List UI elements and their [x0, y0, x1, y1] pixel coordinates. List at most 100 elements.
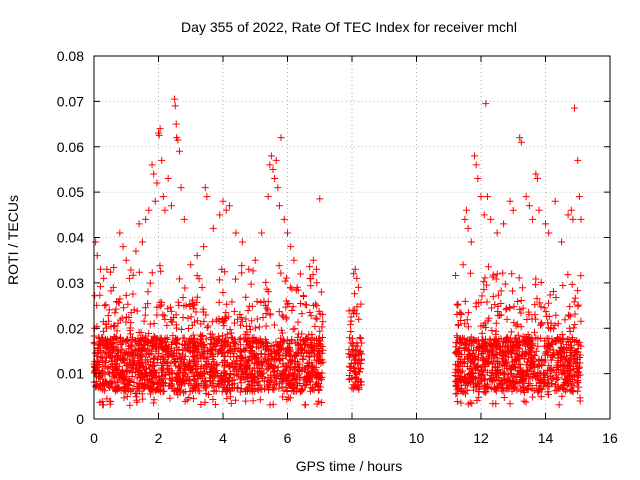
data-point	[270, 369, 278, 377]
data-point	[492, 345, 500, 353]
data-point	[467, 238, 475, 246]
data-point	[285, 394, 293, 402]
data-point	[297, 300, 305, 308]
data-point	[546, 367, 554, 375]
data-point	[455, 369, 463, 377]
data-point	[459, 367, 467, 375]
data-point	[485, 351, 493, 359]
data-point	[177, 355, 185, 363]
data-point	[135, 380, 143, 388]
data-point	[211, 400, 219, 408]
data-point	[238, 262, 246, 270]
data-point	[565, 312, 573, 320]
data-point	[135, 220, 143, 228]
data-point	[347, 363, 355, 371]
data-point	[237, 321, 245, 329]
data-point	[165, 365, 173, 373]
data-point	[116, 370, 124, 378]
data-point	[114, 366, 122, 374]
data-point	[241, 376, 249, 384]
data-point	[503, 315, 511, 323]
data-point	[145, 206, 153, 214]
data-point	[251, 256, 259, 264]
data-point	[485, 263, 493, 271]
data-point	[280, 336, 288, 344]
data-point	[318, 399, 326, 407]
data-point	[516, 134, 524, 142]
data-point	[245, 265, 253, 273]
data-point	[219, 289, 227, 297]
data-point	[545, 229, 553, 237]
data-point	[571, 294, 579, 302]
data-point	[120, 304, 128, 312]
data-point	[190, 384, 198, 392]
data-point	[159, 311, 167, 319]
data-point	[347, 328, 355, 336]
data-point	[203, 324, 211, 332]
data-point	[136, 346, 144, 354]
data-point	[465, 347, 473, 355]
data-point	[201, 398, 209, 406]
data-point	[222, 315, 230, 323]
data-point	[95, 360, 103, 368]
data-point	[291, 325, 299, 333]
data-point	[302, 366, 310, 374]
data-point	[155, 372, 163, 380]
data-point	[119, 243, 127, 251]
data-point	[467, 359, 475, 367]
data-point	[103, 265, 111, 273]
data-point	[266, 310, 274, 318]
data-point	[123, 313, 131, 321]
data-point	[357, 360, 365, 368]
data-point	[116, 229, 124, 237]
data-point	[142, 215, 150, 223]
data-point	[157, 267, 165, 275]
data-point	[512, 334, 520, 342]
data-point	[514, 298, 522, 306]
data-point	[166, 394, 174, 402]
data-point	[452, 272, 460, 280]
data-point	[525, 350, 533, 358]
data-point	[127, 319, 135, 327]
data-point	[315, 386, 323, 394]
data-point	[107, 323, 115, 331]
data-point	[495, 360, 503, 368]
data-point	[461, 215, 469, 223]
data-point	[152, 369, 160, 377]
data-point	[564, 211, 572, 219]
data-point	[223, 300, 231, 308]
data-point	[551, 387, 559, 395]
data-point	[97, 372, 105, 380]
data-point	[163, 358, 171, 366]
data-point	[280, 215, 288, 223]
data-point	[127, 309, 135, 317]
data-point	[227, 342, 235, 350]
data-point	[138, 352, 146, 360]
data-point	[108, 358, 116, 366]
data-point	[517, 297, 525, 305]
data-point	[483, 298, 491, 306]
data-point	[207, 371, 215, 379]
data-point	[232, 396, 240, 404]
data-point	[275, 384, 283, 392]
data-point	[478, 366, 486, 374]
data-point	[257, 298, 265, 306]
data-point	[305, 353, 313, 361]
data-point	[511, 383, 519, 391]
data-point	[270, 321, 278, 329]
data-point	[300, 292, 308, 300]
data-point	[551, 321, 559, 329]
data-point	[516, 360, 524, 368]
data-point	[236, 341, 244, 349]
data-point	[100, 327, 108, 335]
data-point	[464, 400, 472, 408]
data-point	[114, 379, 122, 387]
data-point	[352, 346, 360, 354]
x-tick-label: 6	[284, 430, 292, 446]
data-point	[254, 386, 262, 394]
data-point	[489, 400, 497, 408]
data-point	[155, 131, 163, 139]
data-point	[271, 175, 279, 183]
data-point	[113, 360, 121, 368]
data-point	[200, 370, 208, 378]
